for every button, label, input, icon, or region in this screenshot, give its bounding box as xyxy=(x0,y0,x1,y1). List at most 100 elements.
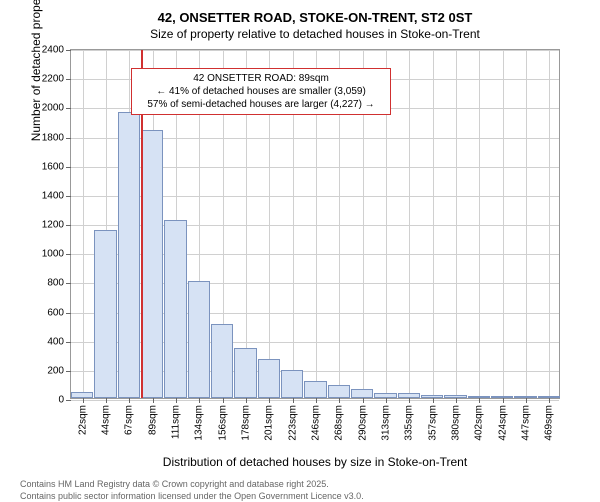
ytick-mark xyxy=(66,400,71,401)
xtick-label: 201sqm xyxy=(264,405,275,441)
xtick-mark xyxy=(129,398,130,403)
ytick-mark xyxy=(66,167,71,168)
attribution: Contains HM Land Registry data © Crown c… xyxy=(20,479,580,502)
histogram-bar xyxy=(398,393,420,398)
xtick-mark xyxy=(339,398,340,403)
xaxis-title: Distribution of detached houses by size … xyxy=(70,455,560,469)
xtick-label: 313sqm xyxy=(381,405,392,441)
histogram-bar xyxy=(491,396,513,398)
ytick-mark xyxy=(66,283,71,284)
ytick-label: 1400 xyxy=(24,190,64,201)
xtick-label: 22sqm xyxy=(77,405,88,435)
ytick-mark xyxy=(66,50,71,51)
gridline-v xyxy=(526,50,527,398)
histogram-bar xyxy=(514,396,536,398)
xtick-label: 156sqm xyxy=(217,405,228,441)
ytick-label: 2000 xyxy=(24,103,64,114)
histogram-bar xyxy=(374,393,396,398)
xtick-label: 469sqm xyxy=(544,405,555,441)
ytick-label: 2200 xyxy=(24,74,64,85)
xtick-label: 134sqm xyxy=(194,405,205,441)
annotation-line1: 42 ONSETTER ROAD: 89sqm xyxy=(138,72,384,85)
ytick-label: 1000 xyxy=(24,249,64,260)
ytick-label: 1600 xyxy=(24,161,64,172)
histogram-bar xyxy=(281,370,303,398)
xtick-mark xyxy=(293,398,294,403)
xtick-label: 67sqm xyxy=(124,405,135,435)
histogram-bar xyxy=(444,395,466,398)
xtick-mark xyxy=(503,398,504,403)
ytick-label: 800 xyxy=(24,278,64,289)
histogram-bar xyxy=(304,381,326,399)
gridline-v xyxy=(479,50,480,398)
xtick-mark xyxy=(433,398,434,403)
histogram-bar xyxy=(211,324,233,398)
chart-title-sub: Size of property relative to detached ho… xyxy=(50,27,580,41)
ytick-label: 1200 xyxy=(24,220,64,231)
gridline-v xyxy=(433,50,434,398)
xtick-label: 111sqm xyxy=(171,405,182,439)
xtick-mark xyxy=(479,398,480,403)
xtick-mark xyxy=(106,398,107,403)
xtick-mark xyxy=(316,398,317,403)
annotation-line2: ← 41% of detached houses are smaller (3,… xyxy=(138,85,384,98)
xtick-label: 447sqm xyxy=(521,405,532,441)
gridline-v xyxy=(83,50,84,398)
gridline-v xyxy=(549,50,550,398)
attribution-line1: Contains HM Land Registry data © Crown c… xyxy=(20,479,580,491)
xtick-mark xyxy=(176,398,177,403)
ytick-mark xyxy=(66,254,71,255)
ytick-mark xyxy=(66,342,71,343)
xtick-mark xyxy=(83,398,84,403)
histogram-bar xyxy=(328,385,350,398)
xtick-label: 246sqm xyxy=(311,405,322,441)
yaxis-title: Number of detached properties xyxy=(29,0,43,141)
xtick-mark xyxy=(199,398,200,403)
ytick-label: 400 xyxy=(24,336,64,347)
histogram-bar xyxy=(538,396,560,398)
xtick-label: 89sqm xyxy=(147,405,158,435)
xtick-mark xyxy=(456,398,457,403)
annotation-line3: 57% of semi-detached houses are larger (… xyxy=(138,98,384,111)
histogram-bar xyxy=(188,281,210,398)
ytick-label: 0 xyxy=(24,395,64,406)
histogram-bar xyxy=(258,359,280,398)
annotation-box: 42 ONSETTER ROAD: 89sqm ← 41% of detache… xyxy=(131,68,391,115)
xtick-label: 223sqm xyxy=(287,405,298,441)
xtick-label: 402sqm xyxy=(474,405,485,441)
histogram-bar xyxy=(94,230,116,398)
xtick-mark xyxy=(549,398,550,403)
xtick-label: 380sqm xyxy=(451,405,462,441)
ytick-mark xyxy=(66,196,71,197)
chart-container: 42, ONSETTER ROAD, STOKE-ON-TRENT, ST2 0… xyxy=(0,0,600,500)
histogram-bar xyxy=(71,392,93,398)
xtick-mark xyxy=(246,398,247,403)
ytick-label: 2400 xyxy=(24,45,64,56)
xtick-label: 290sqm xyxy=(357,405,368,441)
chart-title-main: 42, ONSETTER ROAD, STOKE-ON-TRENT, ST2 0… xyxy=(50,10,580,25)
xtick-label: 424sqm xyxy=(497,405,508,441)
xtick-label: 335sqm xyxy=(404,405,415,441)
histogram-bar xyxy=(141,130,163,398)
ytick-label: 600 xyxy=(24,307,64,318)
ytick-mark xyxy=(66,313,71,314)
histogram-bar xyxy=(118,112,140,398)
xtick-label: 44sqm xyxy=(101,405,112,435)
ytick-mark xyxy=(66,225,71,226)
gridline-v xyxy=(409,50,410,398)
attribution-line2: Contains public sector information licen… xyxy=(20,491,580,502)
gridline-v xyxy=(456,50,457,398)
xtick-label: 178sqm xyxy=(241,405,252,441)
gridline-v xyxy=(503,50,504,398)
xtick-mark xyxy=(223,398,224,403)
ytick-mark xyxy=(66,371,71,372)
plot-area: Number of detached properties 42 ONSETTE… xyxy=(70,49,560,399)
xtick-mark xyxy=(153,398,154,403)
gridline-h xyxy=(71,400,559,401)
ytick-mark xyxy=(66,79,71,80)
histogram-bar xyxy=(164,220,186,398)
ytick-mark xyxy=(66,108,71,109)
xtick-label: 268sqm xyxy=(334,405,345,441)
ytick-label: 200 xyxy=(24,365,64,376)
xtick-mark xyxy=(409,398,410,403)
